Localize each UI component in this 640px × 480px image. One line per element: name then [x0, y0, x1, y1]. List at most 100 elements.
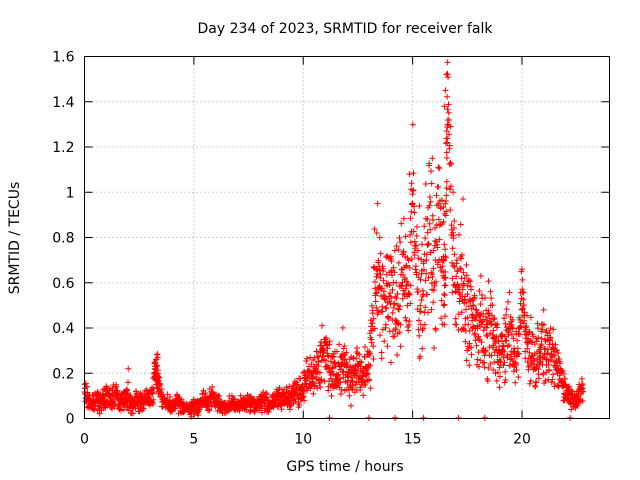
data-point	[379, 308, 386, 315]
data-points	[81, 59, 587, 421]
data-point	[526, 328, 533, 335]
chart-title: Day 234 of 2023, SRMTID for receiver fal…	[198, 21, 494, 37]
data-point	[440, 218, 447, 225]
data-point	[521, 309, 528, 316]
data-point	[442, 87, 449, 94]
data-point	[378, 355, 385, 362]
x-axis-label: GPS time / hours	[286, 459, 403, 475]
data-point	[535, 334, 542, 341]
data-point	[472, 306, 479, 313]
data-point	[368, 339, 375, 346]
data-point	[485, 365, 492, 372]
data-point	[365, 351, 372, 358]
data-point	[150, 396, 157, 403]
data-point	[399, 295, 406, 302]
data-point	[362, 381, 369, 388]
data-point	[311, 354, 318, 361]
data-point	[318, 376, 325, 383]
data-point	[396, 303, 403, 310]
data-point	[398, 283, 405, 290]
data-point	[519, 305, 526, 312]
data-point	[440, 302, 447, 309]
data-point	[435, 184, 442, 191]
data-point	[520, 296, 527, 303]
x-tick-label: 0	[80, 432, 89, 448]
data-point	[463, 306, 469, 313]
data-point	[423, 257, 430, 264]
data-point	[373, 230, 380, 237]
data-point	[369, 320, 376, 327]
data-point	[205, 406, 212, 413]
data-point	[443, 178, 450, 185]
data-point	[405, 281, 412, 288]
data-point	[416, 202, 423, 209]
data-point	[444, 139, 451, 146]
data-point	[475, 363, 482, 370]
data-point	[478, 339, 485, 346]
data-point	[488, 295, 495, 302]
data-point	[114, 387, 121, 394]
data-point	[487, 288, 494, 295]
data-point	[441, 282, 448, 289]
data-point	[464, 282, 471, 289]
data-point	[370, 355, 377, 362]
data-point	[408, 208, 415, 215]
data-point	[510, 335, 517, 342]
data-point	[421, 266, 427, 273]
data-point	[501, 359, 508, 366]
data-point	[367, 362, 374, 369]
data-point	[167, 393, 174, 400]
data-point	[372, 298, 379, 305]
data-point	[356, 351, 363, 358]
data-point	[387, 253, 394, 260]
data-point	[410, 170, 417, 177]
data-point	[155, 381, 162, 388]
data-point	[423, 270, 430, 277]
data-point	[405, 327, 412, 334]
data-point	[365, 414, 372, 421]
data-point	[354, 344, 361, 351]
data-point	[392, 414, 399, 421]
data-point	[470, 303, 477, 310]
data-point	[433, 238, 440, 245]
data-point	[394, 319, 401, 326]
data-point	[353, 355, 360, 362]
data-point	[557, 360, 564, 367]
data-point	[354, 370, 361, 377]
data-point	[320, 349, 327, 356]
data-point	[524, 345, 531, 352]
data-point	[384, 343, 391, 350]
data-point	[422, 235, 429, 242]
data-point	[445, 109, 452, 116]
grid-lines	[84, 56, 610, 419]
data-point	[523, 323, 530, 330]
data-point	[444, 93, 451, 100]
data-point	[406, 264, 413, 271]
data-point	[125, 365, 132, 372]
data-point	[377, 332, 384, 339]
data-point	[120, 406, 127, 413]
data-point	[480, 316, 487, 323]
data-point	[548, 379, 555, 386]
data-point	[386, 282, 393, 289]
data-point	[431, 224, 438, 231]
data-point	[450, 189, 457, 196]
data-point	[503, 306, 510, 313]
x-tick-label: 20	[513, 432, 531, 448]
data-point	[549, 353, 556, 360]
data-point	[402, 233, 409, 240]
data-point	[504, 352, 511, 359]
data-point	[463, 299, 470, 306]
data-point	[423, 251, 430, 258]
data-point	[459, 251, 466, 258]
data-point	[390, 264, 397, 271]
data-point	[293, 379, 300, 386]
data-point	[427, 226, 434, 233]
data-point	[435, 200, 442, 207]
data-point	[278, 406, 285, 413]
data-point	[473, 307, 480, 314]
data-point	[500, 362, 507, 369]
data-point	[450, 232, 457, 239]
data-point	[406, 291, 413, 298]
